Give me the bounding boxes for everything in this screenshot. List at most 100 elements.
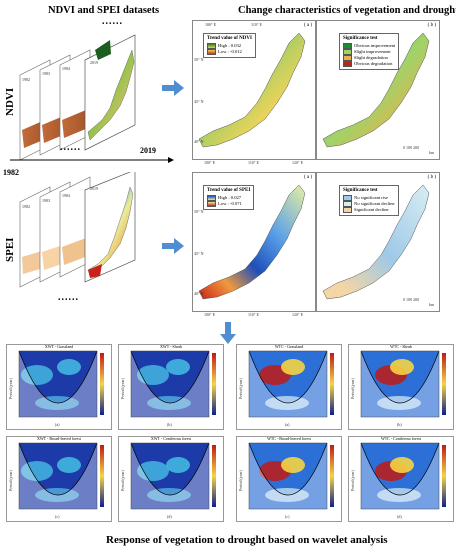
xwt-panel-tag: (b)	[167, 422, 172, 427]
wtc-panel-title: WTC - Coniferous forest	[380, 436, 422, 441]
timeline-arrow	[10, 157, 174, 163]
spei-trend-high: High : 0.027	[218, 195, 242, 201]
ndvi-trend-lon-1: 100° E	[205, 22, 217, 27]
ndvi-row-lon-3: 120° E	[292, 160, 304, 165]
spei-trend-lat-3: 40° N	[194, 291, 204, 296]
wtc-panel-ylabel: Period (year)	[350, 378, 355, 399]
spei-layer-year-3: 1984	[62, 193, 70, 198]
spei-label: SPEI	[4, 237, 16, 262]
xwt-panel-ylabel: Period (year)	[8, 470, 13, 491]
ndvi-sig-class-1: Obvious improvement	[354, 43, 396, 49]
ndvi-row-lon-2: 110° E	[248, 160, 259, 165]
xwt-panel-4: XWT - Coniferous forest (d) Period (year)	[118, 436, 224, 522]
ndvi-trend-legend-title: Trend value of NDVI	[207, 36, 252, 41]
spei-trend-lat-1: 50° N	[194, 209, 204, 214]
ndvi-sig-swatch-4	[343, 61, 352, 68]
ndvi-trend-tag: ( a )	[303, 23, 312, 28]
xwt-panel-ylabel: Period (year)	[8, 378, 13, 399]
ndvi-sig-tag: ( b )	[427, 23, 436, 28]
wtc-panel-title: WTC - Broad-leaved forest	[267, 436, 311, 441]
ndvi-layer-year-2: 1983	[42, 71, 50, 76]
ndvi-sig-swatch-3	[343, 55, 352, 62]
spei-bottom-dots: ......	[58, 292, 79, 303]
wtc-panel-title: WTC - Grassland	[274, 344, 304, 349]
ndvi-trend-lat-1: 50° N	[194, 57, 204, 62]
spei-layer-year-2: 1983	[42, 198, 50, 203]
spei-stack-graphic	[19, 172, 136, 288]
ndvi-stack-graphic	[19, 34, 136, 161]
ndvi-sig-class-2: Slight improvement	[354, 49, 391, 55]
ndvi-sig-class-3: Slight degradation	[354, 55, 388, 61]
spei-trend-region	[198, 184, 306, 300]
wtc-panel-ylabel: Period (year)	[350, 470, 355, 491]
wtc-panel-tag: (b)	[397, 422, 402, 427]
right-title: Change characteristics of vegetation and…	[238, 5, 456, 16]
ndvi-trend-region	[198, 32, 306, 148]
bottom-title: Response of vegetation to drought based …	[106, 534, 388, 546]
wtc-panel-3: WTC - Broad-leaved forest (c) Period (year…	[236, 436, 342, 522]
spei-sig-scale: 0 100 200	[403, 297, 419, 302]
wtc-panel-title: WTC - Shrub	[390, 344, 412, 349]
wtc-panel-ylabel: Period (year)	[238, 378, 243, 399]
ndvi-top-dots: ......	[102, 16, 123, 27]
ndvi-sig-scale: 0 100 200	[403, 145, 419, 150]
wtc-panel-ylabel: Period (year)	[238, 470, 243, 491]
ndvi-sig-swatch-2	[343, 49, 352, 56]
spei-sig-class-2: No significant decline	[354, 201, 395, 207]
ndvi-sig-region	[322, 32, 430, 148]
wtc-panel-4: WTC - Coniferous forest (d) Period (year)	[348, 436, 454, 522]
spei-sig-tag: ( b )	[427, 175, 436, 180]
ndvi-bottom-dots: ......	[60, 142, 81, 153]
spei-layer-year-1: 1982	[22, 204, 30, 209]
ndvi-sig-swatch-1	[343, 43, 352, 49]
arrow-down-to-wavelet	[220, 322, 236, 344]
wtc-panel-tag: (a)	[285, 422, 290, 427]
ndvi-trend-high: High : 0.032	[218, 43, 242, 49]
ndvi-row-lon-1: 100° E	[204, 160, 216, 165]
xwt-panel-tag: (c)	[55, 514, 60, 519]
spei-trend-tag: ( a )	[303, 175, 312, 180]
timeline-end-year: 2019	[140, 146, 156, 155]
spei-trend-map: ( a ) Trend value of SPEI High : 0.027 L…	[192, 172, 316, 312]
ndvi-layer-year-4: 2019	[90, 60, 98, 65]
xwt-panel-title: XWT - Shrub	[160, 344, 182, 349]
spei-row-lon-2: 110° E	[248, 312, 259, 317]
ndvi-sig-map: ( b ) Significance test Obvious improvem…	[316, 20, 440, 160]
xwt-panel-title: XWT - Coniferous forest	[150, 436, 192, 441]
wtc-panel-tag: (c)	[285, 514, 290, 519]
wtc-panel-tag: (d)	[397, 514, 402, 519]
spei-trend-legend: Trend value of SPEI High : 0.027 Low : -…	[203, 185, 255, 211]
spei-sig-map: ( b ) Significance test No significant r…	[316, 172, 440, 312]
spei-sig-class-1: No significant rise	[354, 195, 388, 201]
xwt-panel-2: XWT - Shrub (b) Period (year)	[118, 344, 224, 430]
spei-trend-lat-2: 45° N	[194, 251, 204, 256]
ndvi-trend-lon-2: 110° E	[251, 22, 262, 27]
spei-sig-class-3: Significant decline	[354, 207, 389, 213]
ndvi-trend-low: Low : -0.012	[218, 49, 242, 55]
xwt-panel-title: XWT - Broad-leaved forest	[36, 436, 82, 441]
left-title: NDVI and SPEI datasets	[48, 5, 160, 16]
ndvi-layer-year-3: 1984	[62, 66, 70, 71]
spei-sig-legend: Significance test No significant rise No…	[339, 185, 399, 217]
spei-layer-year-4: 2019	[90, 186, 98, 191]
ndvi-label: NDVI	[4, 87, 16, 116]
ndvi-trend-map: ( a ) Trend value of NDVI High : 0.032 L…	[192, 20, 316, 160]
ndvi-sig-scale-unit: km	[429, 150, 435, 155]
arrow-ndvi-to-maps	[162, 80, 184, 96]
wtc-panel-1: WTC - Grassland (a) Period (year)	[236, 344, 342, 430]
ndvi-sig-class-4: Obvious degradation	[354, 61, 393, 67]
spei-sig-region	[322, 184, 430, 300]
spei-trend-legend-title: Trend value of SPEI	[207, 188, 251, 193]
ndvi-sig-legend: Significance test Obvious improvement Sl…	[339, 33, 400, 71]
xwt-panel-tag: (a)	[55, 422, 60, 427]
spei-row-lon-3: 120° E	[292, 312, 304, 317]
xwt-panel-ylabel: Period (year)	[120, 378, 125, 399]
xwt-panel-1: XWT - Grassland (a) Period (year)	[6, 344, 112, 430]
wtc-panel-2: WTC - Shrub (b) Period (year)	[348, 344, 454, 430]
ndvi-trend-lat-3: 40° N	[194, 139, 204, 144]
spei-sig-legend-title: Significance test	[343, 188, 378, 193]
xwt-panel-3: XWT - Broad-leaved forest (c) Period (year…	[6, 436, 112, 522]
ndvi-trend-lat-2: 45° N	[194, 99, 204, 104]
xwt-panel-tag: (d)	[167, 514, 172, 519]
ndvi-layer-year-1: 1982	[22, 77, 30, 82]
